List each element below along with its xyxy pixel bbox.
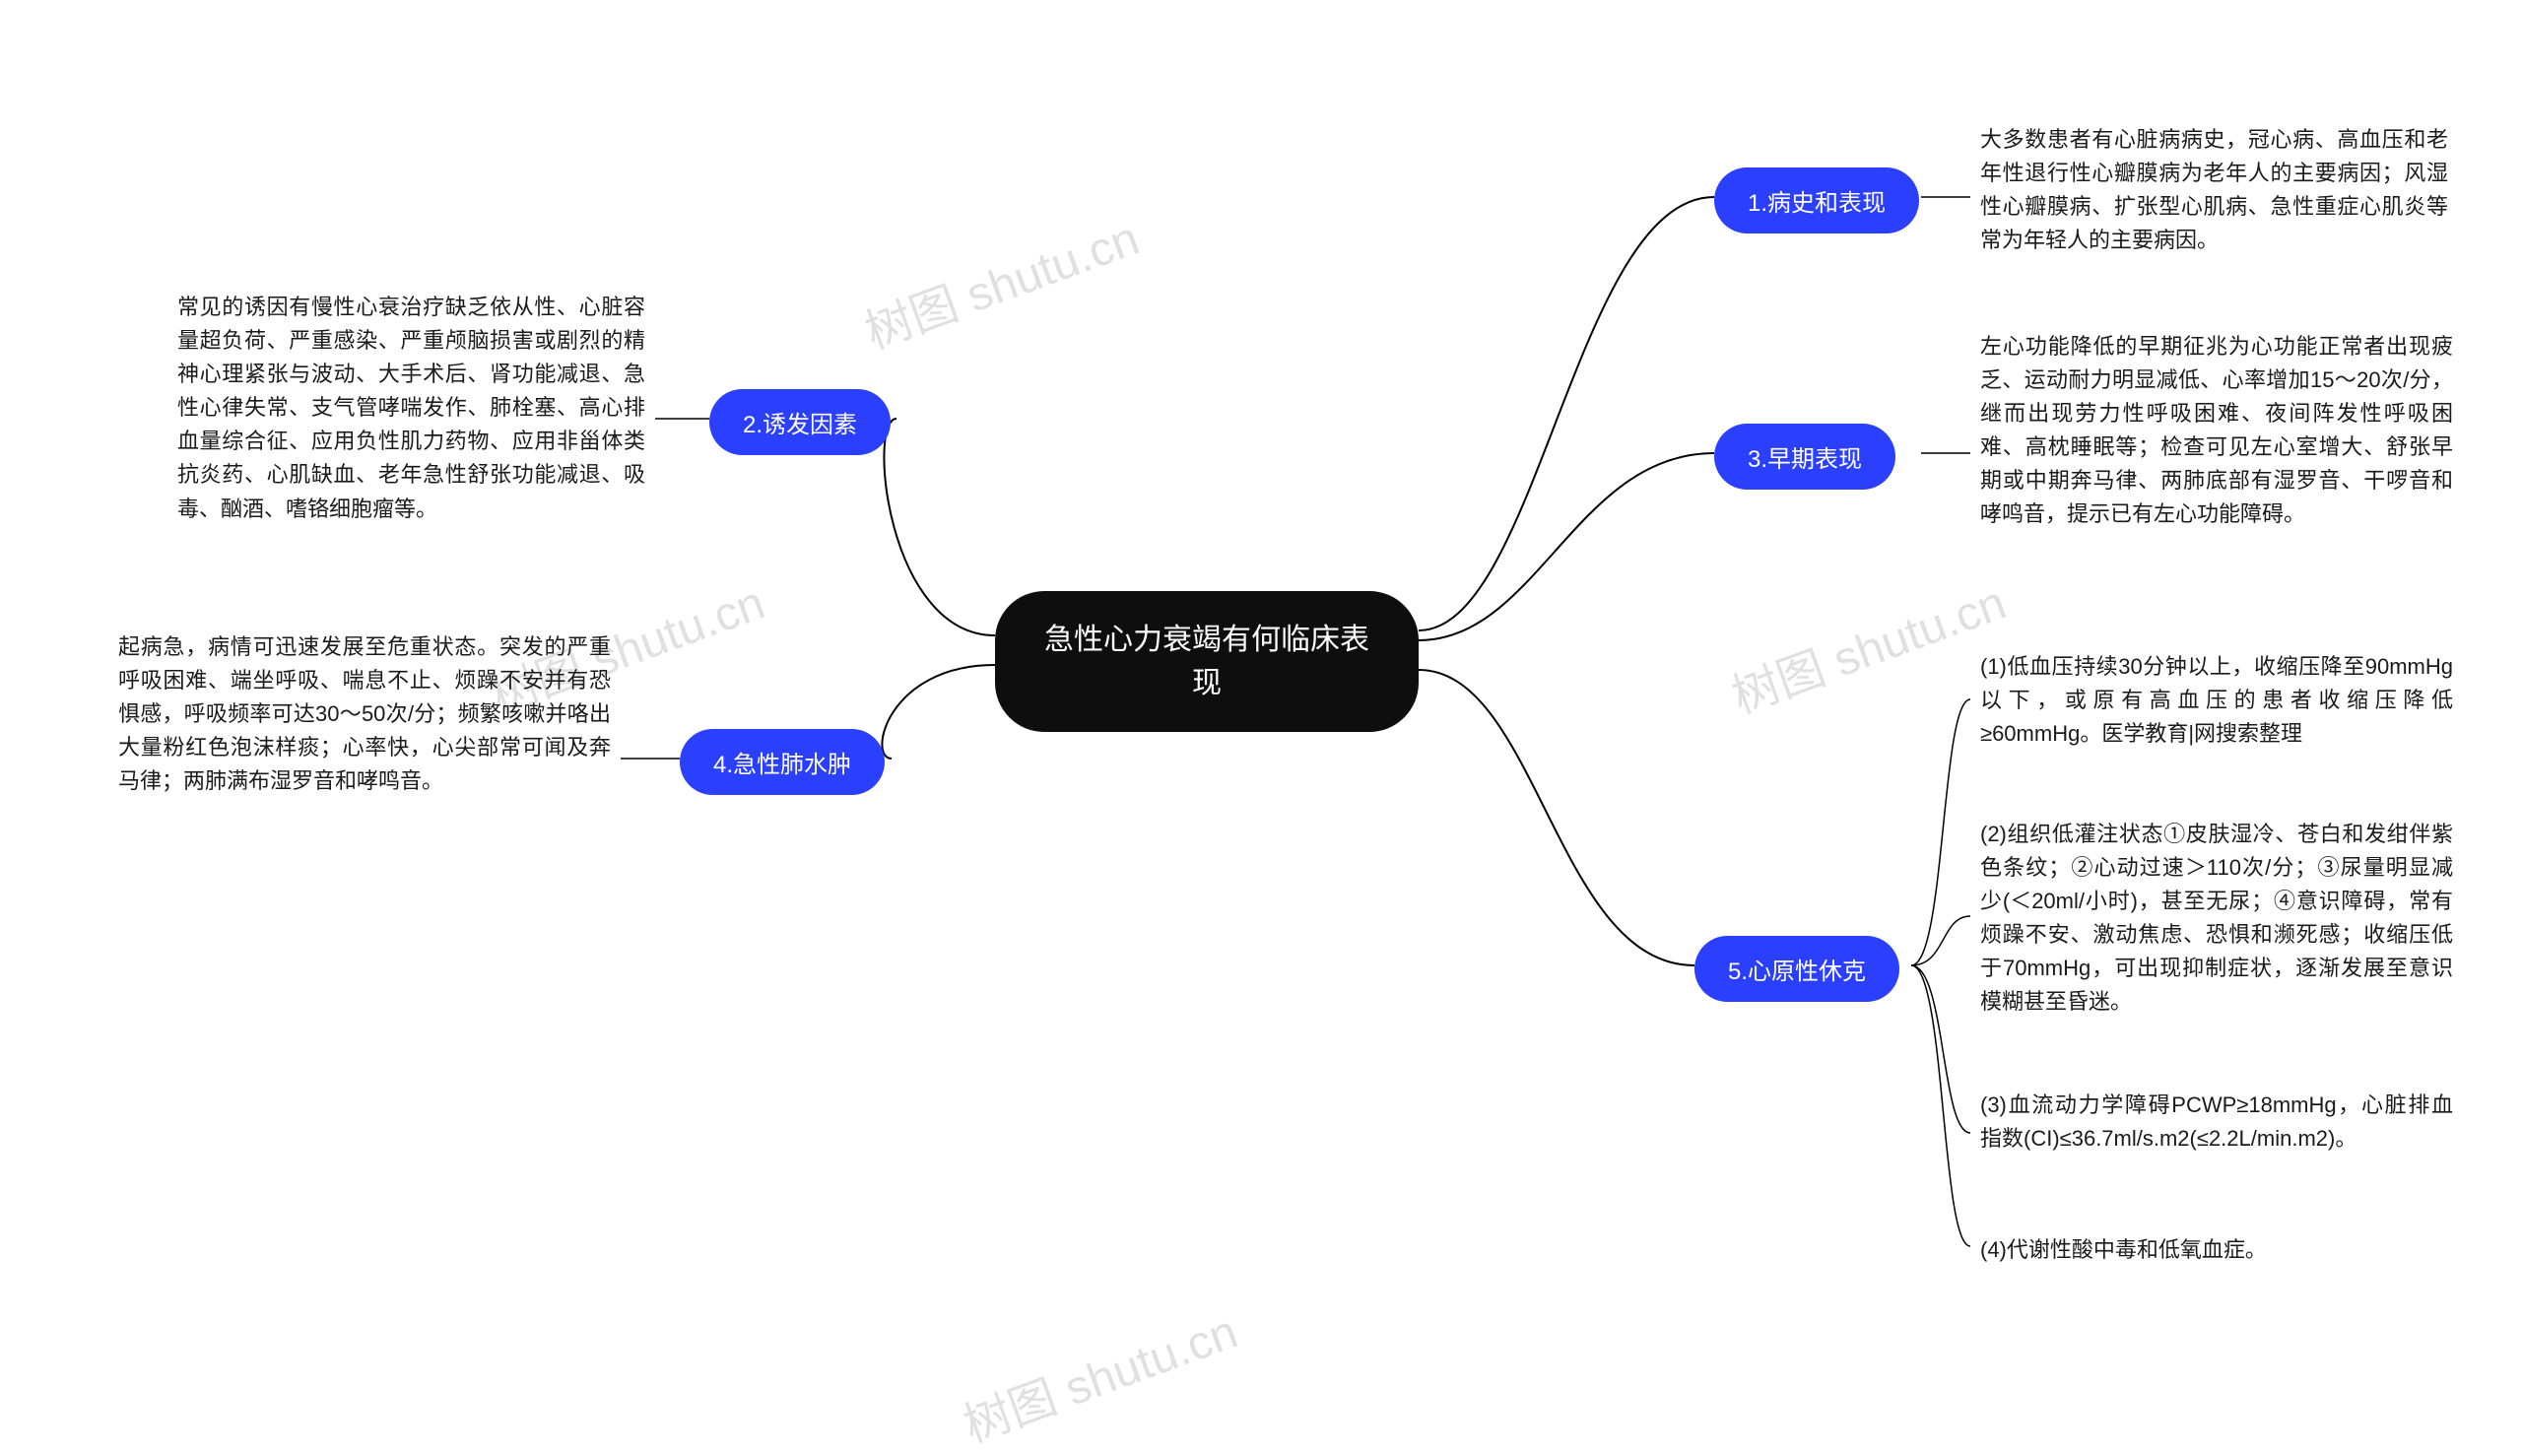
center-line1: 急性心力衰竭有何临床表 (1044, 624, 1369, 656)
branch-2: 2.诱发因素 (709, 389, 891, 455)
center-line2: 现 (1192, 667, 1222, 699)
desc-2: 常见的诱因有慢性心衰治疗缺乏依从性、心脏容量超负荷、严重感染、严重颅脑损害或剧烈… (177, 291, 645, 526)
desc-5d: (4)代谢性酸中毒和低氧血症。 (1980, 1233, 2453, 1267)
branch-3: 3.早期表现 (1714, 424, 1895, 490)
branch-4: 4.急性肺水肿 (680, 729, 885, 795)
desc-3: 左心功能降低的早期征兆为心功能正常者出现疲乏、运动耐力明显减低、心率增加15～2… (1980, 330, 2453, 532)
desc-1: 大多数患者有心脏病病史，冠心病、高血压和老年性退行性心瓣膜病为老年人的主要病因；… (1980, 123, 2448, 257)
branch-5: 5.心原性休克 (1694, 936, 1899, 1002)
watermark: 树图 shutu.cn (854, 199, 1147, 362)
desc-5c: (3)血流动力学障碍PCWP≥18mmHg，心脏排血指数(CI)≤36.7ml/… (1980, 1089, 2453, 1156)
desc-5b: (2)组织低灌注状态①皮肤湿冷、苍白和发绀伴紫色条纹；②心动过速＞110次/分；… (1980, 818, 2453, 1020)
watermark: 树图 shutu.cn (1721, 563, 2014, 726)
desc-5a: (1)低血压持续30分钟以上，收缩压降至90mmHg以下，或原有高血压的患者收缩… (1980, 650, 2453, 751)
branch-1: 1.病史和表现 (1714, 167, 1919, 233)
watermark: 树图 shutu.cn (953, 1292, 1245, 1455)
center-node: 急性心力衰竭有何临床表 现 (995, 591, 1419, 732)
desc-4: 起病急，病情可迅速发展至危重状态。突发的严重呼吸困难、端坐呼吸、喘息不止、烦躁不… (118, 630, 611, 798)
